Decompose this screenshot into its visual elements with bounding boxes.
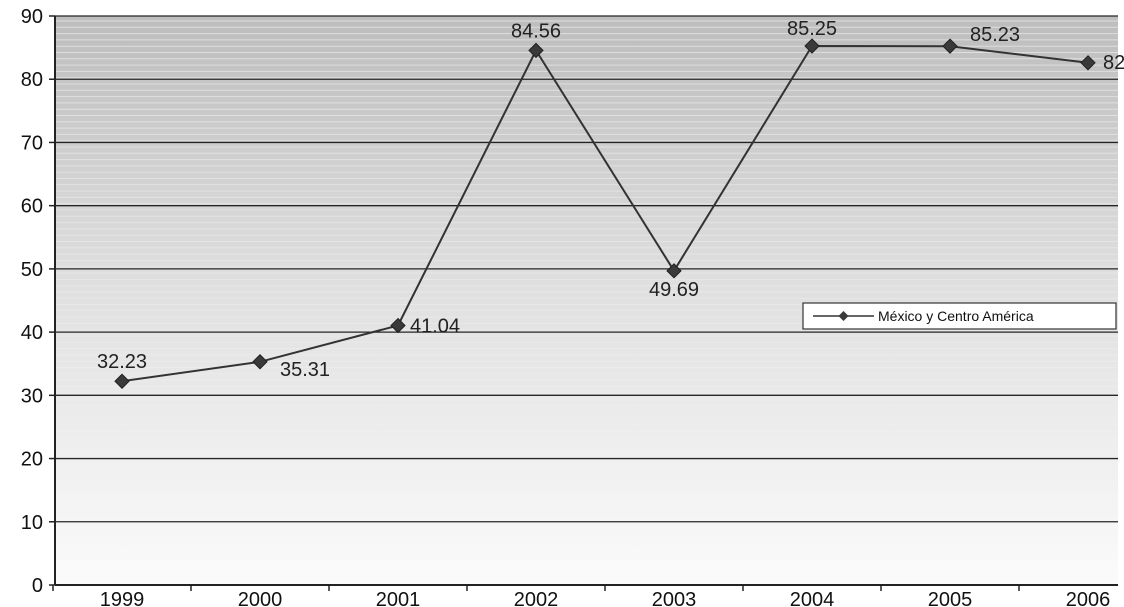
data-point [252,354,268,370]
y-tick-label: 80 [21,69,43,91]
y-tick-label: 0 [32,575,43,597]
data-label: 35.31 [280,359,330,381]
data-label: 49.69 [649,279,699,301]
y-axis-ticks: 0 10 20 30 40 50 60 70 80 90 [21,6,55,597]
x-axis-ticks: 1999 2000 2001 2002 2003 2004 2005 2006 [52,585,1111,607]
x-tick-label: 2005 [928,589,973,607]
y-tick-label: 60 [21,196,43,218]
data-label: 85.25 [787,18,837,40]
data-label: 41.04 [410,316,460,338]
legend-marker [838,311,849,321]
y-tick-label: 20 [21,449,43,471]
data-point [666,263,682,279]
data-label: 32.23 [97,351,147,373]
data-label: 85.23 [970,24,1020,46]
legend-label: México y Centro América [878,308,1034,324]
axes [54,16,1118,586]
data-point [942,38,958,54]
data-point [804,38,820,54]
legend: México y Centro América [802,302,1117,330]
x-tick-label: 1999 [100,589,145,607]
data-label: 82.6 [1103,52,1124,74]
x-tick-label: 2002 [514,589,559,607]
y-tick-label: 90 [21,6,43,28]
series-line [121,44,1089,383]
y-tick-label: 40 [21,322,43,344]
plot-area [55,16,1118,585]
data-point [114,373,130,389]
y-tick-label: 10 [21,512,43,534]
data-point [528,42,544,59]
x-tick-label: 2003 [652,589,697,607]
data-label: 84.56 [511,20,561,42]
x-tick-label: 2000 [238,589,283,607]
x-tick-label: 2004 [790,589,835,607]
series-layer: 32.23 35.31 41.04 84.56 49.69 85.25 85.23 82.6 [97,18,1124,389]
y-tick-label: 30 [21,385,43,407]
data-point [390,317,406,334]
y-tick-label: 70 [21,132,43,154]
data-point [1080,55,1096,71]
y-tick-label: 50 [21,259,43,281]
plot-texture [55,20,1118,539]
x-tick-label: 2006 [1066,589,1111,607]
x-tick-label: 2001 [376,589,421,607]
gridlines [55,15,1118,523]
